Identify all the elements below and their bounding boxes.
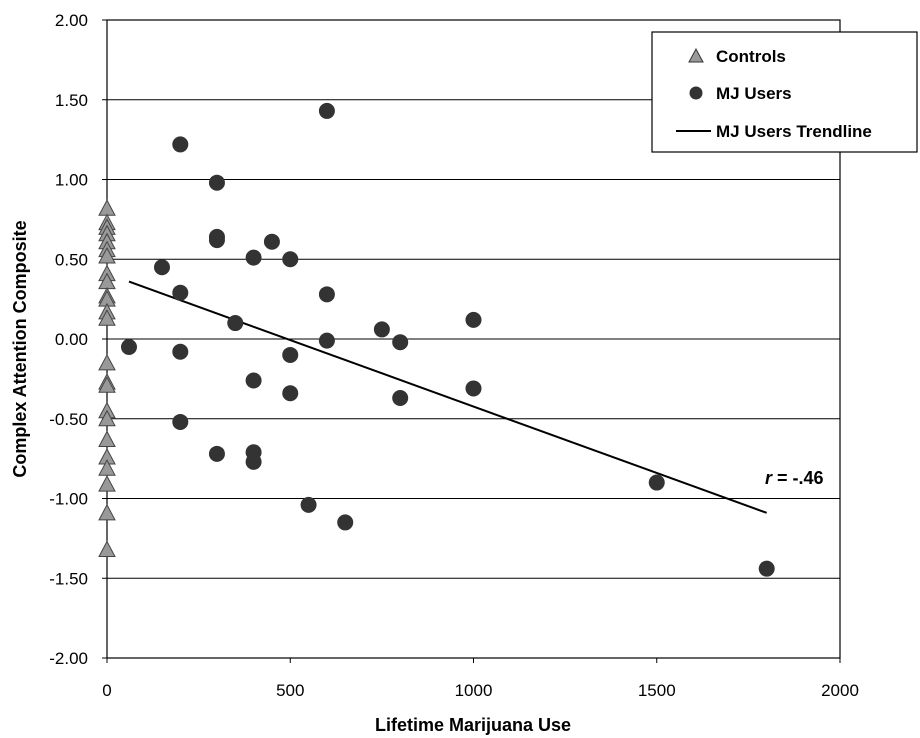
- x-tick-label: 1500: [638, 681, 676, 700]
- mj-user-point: [392, 390, 409, 407]
- mj-user-point: [300, 496, 317, 513]
- mj-user-point: [318, 102, 335, 119]
- legend: Controls MJ Users MJ Users Trendline: [651, 31, 918, 153]
- y-tick-label: 0.50: [55, 250, 88, 269]
- mj-user-point: [245, 453, 262, 470]
- y-tick-label: 1.50: [55, 91, 88, 110]
- annotation-value: = -.46: [772, 468, 824, 488]
- y-tick-label: 1.00: [55, 171, 88, 190]
- correlation-annotation: r = -.46: [765, 468, 824, 488]
- mj-user-point: [392, 334, 409, 351]
- mj-user-point: [120, 338, 137, 355]
- mj-user-point: [172, 284, 189, 301]
- x-tick-label: 500: [276, 681, 304, 700]
- x-tick-label: 0: [102, 681, 111, 700]
- mj-user-point: [648, 474, 665, 491]
- mj-user-point: [208, 445, 225, 462]
- y-axis-title: Complex Attention Composite: [10, 220, 30, 477]
- x-tick-label: 2000: [821, 681, 859, 700]
- mj-user-point: [172, 343, 189, 360]
- x-tick-label: 1000: [455, 681, 493, 700]
- control-point: [98, 430, 116, 447]
- x-axis-title: Lifetime Marijuana Use: [375, 715, 571, 735]
- control-point: [98, 376, 116, 393]
- y-tick-label: 0.00: [55, 330, 88, 349]
- legend-triangle-marker: [688, 47, 704, 63]
- mj-user-point: [465, 380, 482, 397]
- mj-user-point: [172, 136, 189, 153]
- control-point: [98, 503, 116, 521]
- mj-user-point: [263, 233, 280, 250]
- mj-user-point: [208, 174, 225, 191]
- control-point: [98, 540, 116, 558]
- y-tick-label: -2.00: [49, 649, 88, 668]
- mj-user-point: [318, 286, 335, 303]
- annotation-variable: r: [765, 468, 773, 488]
- mj-user-point: [282, 346, 299, 363]
- mj-user-point: [337, 514, 354, 531]
- mj-user-point: [318, 332, 335, 349]
- control-point: [98, 409, 116, 427]
- mj-user-point: [373, 321, 390, 338]
- control-point: [98, 246, 116, 264]
- control-point: [98, 353, 116, 371]
- mj-user-point: [153, 259, 170, 276]
- mj-user-point: [245, 249, 262, 266]
- mj-user-point: [227, 315, 244, 332]
- legend-label-controls: Controls: [716, 47, 786, 66]
- mj-user-point: [465, 311, 482, 328]
- control-point: [98, 475, 116, 492]
- mj-user-point: [172, 413, 189, 430]
- y-axis-ticks: 2.00 1.50 1.00 0.50 0.00 -0.50 -1.00 -1.50 -2.00: [49, 11, 107, 668]
- control-point: [98, 309, 116, 326]
- y-tick-label: -0.50: [49, 410, 88, 429]
- x-axis-ticks: 0 500 1000 1500 2000: [102, 658, 859, 700]
- mj-user-point: [758, 560, 775, 577]
- legend-label-mj-users: MJ Users: [716, 84, 792, 103]
- data-points: [98, 102, 775, 577]
- mj-user-point: [282, 385, 299, 402]
- mj-user-point: [208, 232, 225, 249]
- y-tick-label: 2.00: [55, 11, 88, 30]
- legend-circle-marker: [689, 86, 703, 100]
- mj-user-point: [282, 251, 299, 268]
- mj-user-point: [245, 372, 262, 389]
- legend-label-trendline: MJ Users Trendline: [716, 122, 872, 141]
- y-tick-label: -1.50: [49, 569, 88, 588]
- y-tick-label: -1.00: [49, 490, 88, 509]
